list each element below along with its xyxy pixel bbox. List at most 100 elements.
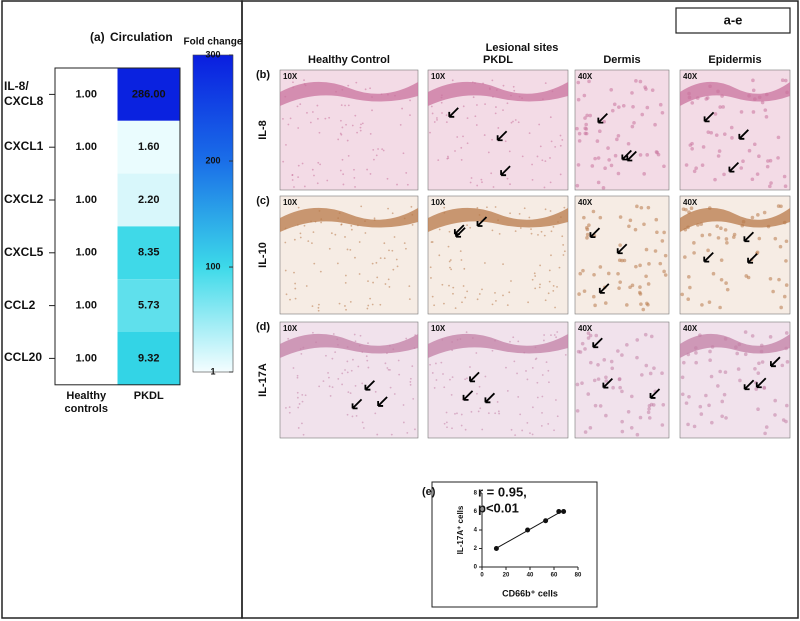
- nucleus: [329, 395, 332, 397]
- nucleus: [756, 407, 760, 412]
- nucleus: [514, 434, 517, 437]
- nucleus: [706, 248, 710, 253]
- nucleus: [350, 369, 353, 372]
- cell-label: 5.73: [138, 300, 159, 312]
- nucleus: [367, 304, 370, 307]
- nucleus: [396, 265, 399, 268]
- nucleus: [642, 222, 646, 227]
- nucleus: [294, 287, 297, 290]
- nucleus: [757, 361, 761, 366]
- nucleus: [518, 95, 521, 98]
- nucleus: [632, 121, 636, 125]
- micrograph: [574, 321, 670, 439]
- nucleus: [713, 177, 717, 182]
- nucleus: [449, 266, 451, 269]
- nucleus: [683, 227, 688, 232]
- nucleus: [491, 303, 494, 306]
- nucleus: [354, 340, 357, 343]
- nucleus: [494, 412, 497, 415]
- nucleus: [718, 305, 722, 310]
- nucleus: [297, 206, 300, 209]
- nucleus: [344, 369, 346, 371]
- nucleus: [342, 173, 345, 176]
- nucleus: [681, 207, 686, 211]
- nucleus: [364, 88, 367, 91]
- cell-label: 8.35: [138, 247, 159, 259]
- nucleus: [318, 210, 321, 212]
- nucleus: [563, 206, 566, 209]
- nucleus: [366, 168, 369, 171]
- y-tick-label: 8: [474, 491, 478, 497]
- nucleus: [595, 139, 600, 143]
- nucleus: [587, 223, 591, 227]
- nucleus: [771, 289, 775, 294]
- nucleus: [446, 426, 448, 429]
- nucleus: [575, 126, 579, 131]
- nucleus: [534, 275, 537, 277]
- nucleus: [304, 84, 307, 87]
- nucleus: [456, 136, 459, 138]
- nucleus: [476, 184, 479, 187]
- nucleus: [548, 269, 551, 272]
- nucleus: [341, 158, 344, 161]
- nucleus: [583, 347, 587, 351]
- nucleus: [360, 123, 362, 126]
- nucleus: [620, 353, 624, 357]
- nucleus: [689, 206, 694, 210]
- nucleus: [438, 228, 441, 231]
- annotation: p<0.01: [478, 500, 519, 515]
- nucleus: [687, 210, 691, 214]
- nucleus: [346, 248, 349, 251]
- nucleus: [476, 104, 478, 106]
- nucleus: [293, 271, 295, 274]
- arrow: [592, 337, 603, 349]
- nucleus: [640, 112, 645, 117]
- nucleus: [715, 224, 719, 229]
- nucleus: [354, 186, 356, 188]
- nucleus: [466, 377, 468, 380]
- nucleus: [735, 351, 739, 356]
- nucleus: [369, 297, 372, 300]
- annotation: r = 0.95,: [478, 484, 527, 499]
- nucleus: [486, 206, 488, 209]
- nucleus: [700, 163, 705, 167]
- nucleus: [644, 274, 648, 279]
- nucleus: [662, 269, 666, 274]
- nucleus: [299, 348, 302, 350]
- nucleus: [462, 105, 465, 108]
- nucleus: [750, 177, 755, 182]
- nucleus: [723, 228, 728, 232]
- nucleus: [588, 426, 593, 430]
- nucleus: [394, 94, 396, 97]
- nucleus: [510, 428, 513, 431]
- nucleus: [346, 139, 349, 142]
- nucleus: [582, 289, 587, 293]
- nucleus: [616, 171, 621, 176]
- nucleus: [320, 218, 323, 221]
- nucleus: [698, 333, 702, 338]
- nucleus: [586, 392, 591, 396]
- nucleus: [683, 255, 687, 259]
- nucleus: [539, 145, 542, 148]
- nucleus: [577, 131, 582, 136]
- nucleus: [660, 423, 665, 427]
- nucleus: [301, 162, 304, 165]
- nucleus: [347, 104, 350, 107]
- nucleus: [714, 133, 719, 137]
- nucleus: [755, 172, 760, 176]
- nucleus: [638, 79, 643, 84]
- nucleus: [440, 101, 443, 104]
- heat-cell: [117, 68, 180, 121]
- nucleus: [451, 376, 454, 379]
- nucleus: [618, 243, 622, 247]
- nucleus: [711, 271, 716, 276]
- nucleus: [785, 403, 789, 408]
- nucleus: [596, 180, 601, 185]
- nucleus: [376, 276, 379, 279]
- nucleus: [297, 164, 300, 167]
- nucleus: [284, 227, 287, 230]
- nucleus: [756, 371, 761, 375]
- nucleus: [495, 106, 497, 108]
- nucleus: [542, 339, 545, 342]
- nucleus: [369, 173, 372, 175]
